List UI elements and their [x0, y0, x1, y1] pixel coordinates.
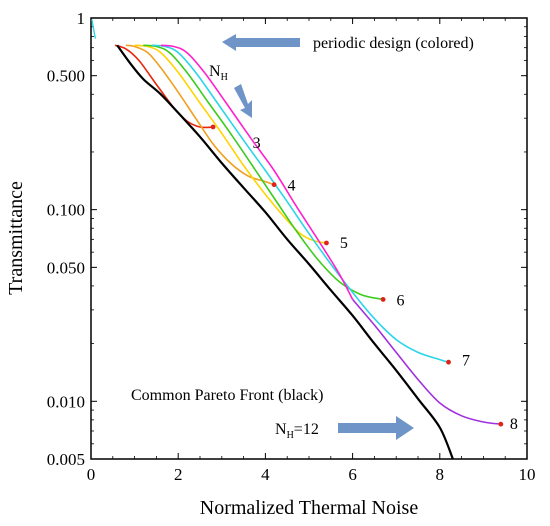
nh12-annotation: NH=12 [275, 421, 319, 441]
series-line-5 [134, 44, 327, 244]
x-axis-ticks: 0 2 4 6 8 10 [87, 18, 536, 484]
curve-label-8: 8 [510, 416, 518, 433]
nh12-letter: N [275, 421, 287, 438]
nh12-value: =12 [294, 421, 319, 438]
curve-label-6: 6 [397, 292, 405, 309]
arrow-down-nh [234, 84, 252, 118]
curve-label-4: 4 [288, 178, 296, 195]
pareto-front-annotation: Common Pareto Front (black) [131, 387, 323, 404]
series-line-8 [160, 44, 354, 300]
series-endpoint [446, 359, 451, 365]
pareto-front-line [116, 44, 454, 459]
y-tick-label: 0.005 [47, 450, 85, 469]
x-tick-label: 8 [436, 465, 445, 484]
endpoint-layer [210, 124, 504, 427]
arrow-left-periodic [222, 34, 300, 51]
series-endpoint [271, 182, 277, 188]
y-tick-label: 0.010 [47, 392, 85, 411]
curve-label-5: 5 [340, 235, 348, 252]
nh-annotation: NH [209, 63, 228, 83]
nh12-subscript: H [287, 430, 294, 441]
series-endpoint [210, 124, 216, 130]
series-start-tail [91, 19, 97, 39]
series-endpoint [380, 297, 386, 302]
series-layer [91, 19, 501, 459]
periodic-design-annotation: periodic design (colored) [313, 35, 474, 52]
series-endpoint [324, 240, 329, 246]
series-line-8a [351, 298, 501, 425]
series-line-6 [143, 44, 384, 301]
arrow-right-nh12 [338, 416, 414, 440]
y-tick-label: 0.050 [47, 258, 85, 277]
nh-subscript: H [221, 72, 228, 83]
curve-label-3: 3 [253, 135, 261, 152]
y-tick-label: 0.100 [47, 201, 85, 220]
nh-letter: N [209, 63, 221, 80]
y-axis-title: Transmittance [5, 181, 27, 295]
y-axis-ticks: 1 0.500 0.100 0.050 0.010 0.005 [47, 9, 527, 469]
x-axis-title: Normalized Thermal Noise [200, 497, 419, 519]
x-tick-label: 4 [261, 465, 270, 484]
x-tick-label: 2 [174, 465, 183, 484]
series-line-3 [114, 44, 214, 129]
series-line-7 [151, 44, 449, 363]
curve-label-layer: 3 4 5 6 7 8 [253, 135, 518, 433]
x-tick-label: 10 [519, 465, 536, 484]
y-tick-label: 1 [77, 9, 86, 28]
curve-label-7: 7 [462, 353, 470, 370]
x-tick-label: 6 [348, 465, 357, 484]
x-tick-label: 0 [87, 465, 96, 484]
series-endpoint [498, 421, 504, 427]
y-tick-label: 0.500 [47, 67, 85, 86]
